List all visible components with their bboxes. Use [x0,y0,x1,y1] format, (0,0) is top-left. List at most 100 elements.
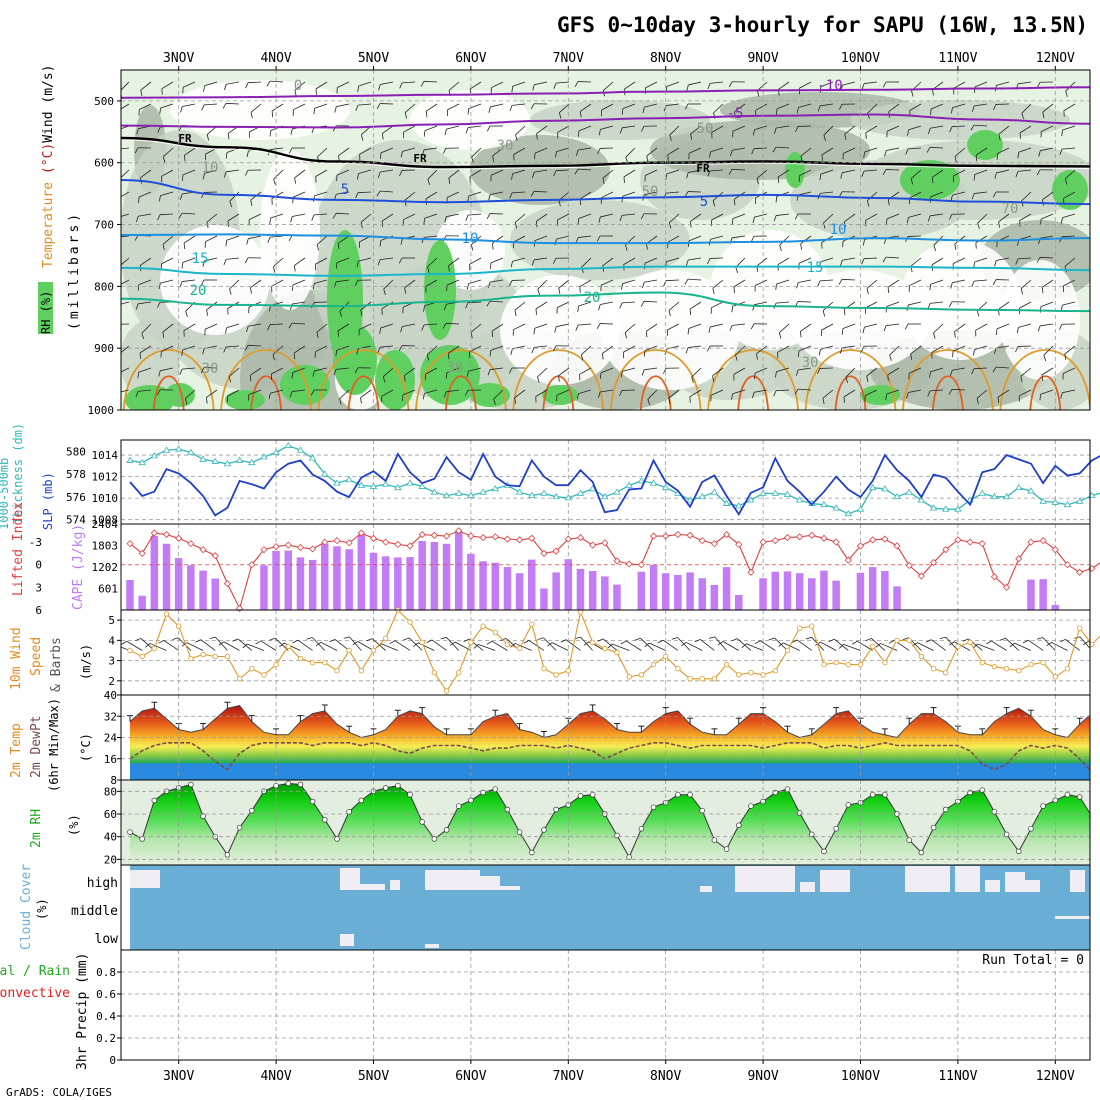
wind-barb [842,345,856,349]
thickness-marker [1015,483,1023,491]
li-marker [942,546,950,554]
wind-barb [1020,279,1032,289]
precip-tick-label: 0.4 [96,1010,116,1023]
wind-barb [690,125,702,135]
wind-barb [490,191,504,195]
wind-barb [161,81,174,90]
wind-speed-marker [334,668,340,674]
wind-barb [864,147,878,153]
wind-barb [402,323,416,327]
wind-barb [159,213,174,216]
wind-barb-10m [297,639,313,651]
wind-barb-flag [779,244,782,251]
li-marker [625,560,633,568]
wind-barb [910,169,922,179]
wind-barb-flag [971,280,975,287]
li-marker [1063,561,1072,569]
li-marker [1039,537,1047,545]
wind-barb [865,125,878,134]
wind-barb [821,147,834,156]
ylabel-wind: Wind (m/s) [41,64,56,142]
wind-barb [1018,81,1032,85]
wind-barb-flag [398,257,403,264]
li-marker [369,534,378,542]
wind-barb [424,323,438,326]
contour-label: 30 [202,361,219,377]
wind-barb-10m-flag [875,643,881,648]
wind-barb-flag [427,266,430,273]
wind-speed-marker [833,659,839,666]
wind-barb [121,367,130,373]
thickness-marker [601,492,609,500]
rh-moist-patch [1052,170,1088,210]
rh2m-marker [723,846,730,852]
wind-barb [644,103,658,108]
wind-speed-marker [529,621,535,627]
wind-barb-10m-flag [671,637,678,640]
wind-barb [425,279,438,287]
wind-barb [182,169,196,176]
wind-barb-flag [553,82,557,89]
wind-speed-marker [663,653,669,660]
wind-barb-flag [558,200,561,207]
wind-barb-flag [948,301,953,308]
thickness-marker [235,456,244,463]
wind-barb [336,191,350,195]
wind-barb-flag [467,108,470,115]
wind-barb-flag [1042,111,1045,118]
wind-barb-flag [354,367,359,374]
wind-speed-marker [504,641,511,648]
wind-barb-flag [470,244,474,251]
wind-barb [690,213,702,222]
wind-barb-flag [998,134,1001,141]
wind-barb-flag [838,191,843,198]
wind-barb-10m-flag [449,641,456,646]
wind-barb-flag [334,106,337,113]
wind-barb-flag [493,398,496,405]
thickness-tick-label: 580 [66,445,86,458]
rh-moist-patch [900,160,960,200]
rh2m-marker [504,806,511,813]
rh2m-marker [748,803,754,809]
wind-barb [292,191,306,198]
wind-barb [138,191,152,198]
wind-barb [754,367,768,374]
wind-barb-10m-flag [597,638,604,642]
wind-barb [952,103,966,108]
thickness-marker [211,457,219,464]
li-marker [710,540,718,548]
wind-barb-10m-flag [828,638,835,642]
wind-barb [688,235,702,242]
thickness-marker [552,492,560,500]
wind-barb-flag [511,86,514,93]
wind-barb-flag [580,354,584,361]
wind-speed-marker [468,639,474,646]
wind-barb-flag [1039,394,1042,401]
wind-barb-10m [917,642,934,651]
li-marker [747,568,755,576]
wind-barb [402,81,416,84]
cape-bar [710,585,719,610]
x-tick-bottom: 10NOV [841,1069,880,1084]
wind-barb-flag [994,260,997,267]
isotherm-line [121,265,1090,277]
cape-bar [1051,605,1059,610]
wind-barb-flag [206,309,209,316]
wind-barb-10m [871,638,886,651]
thickness-marker [905,488,913,495]
wind-barb [933,323,944,334]
wind-barb [688,323,702,329]
wind-barb [380,323,394,329]
wind-barb [403,213,416,221]
wind-speed-marker [261,672,267,678]
wind-barb [579,279,592,288]
wind-barb [1019,125,1032,134]
wind-barb [360,213,372,223]
wind-barb-flag [576,393,579,400]
wind-barb-10m [699,639,715,651]
wind-barb-flag [776,108,778,115]
wind-barb-flag [752,392,755,399]
wind-barb-10m-flag [232,638,239,642]
wind-barb-flag [445,372,448,379]
thickness-marker [199,455,207,462]
